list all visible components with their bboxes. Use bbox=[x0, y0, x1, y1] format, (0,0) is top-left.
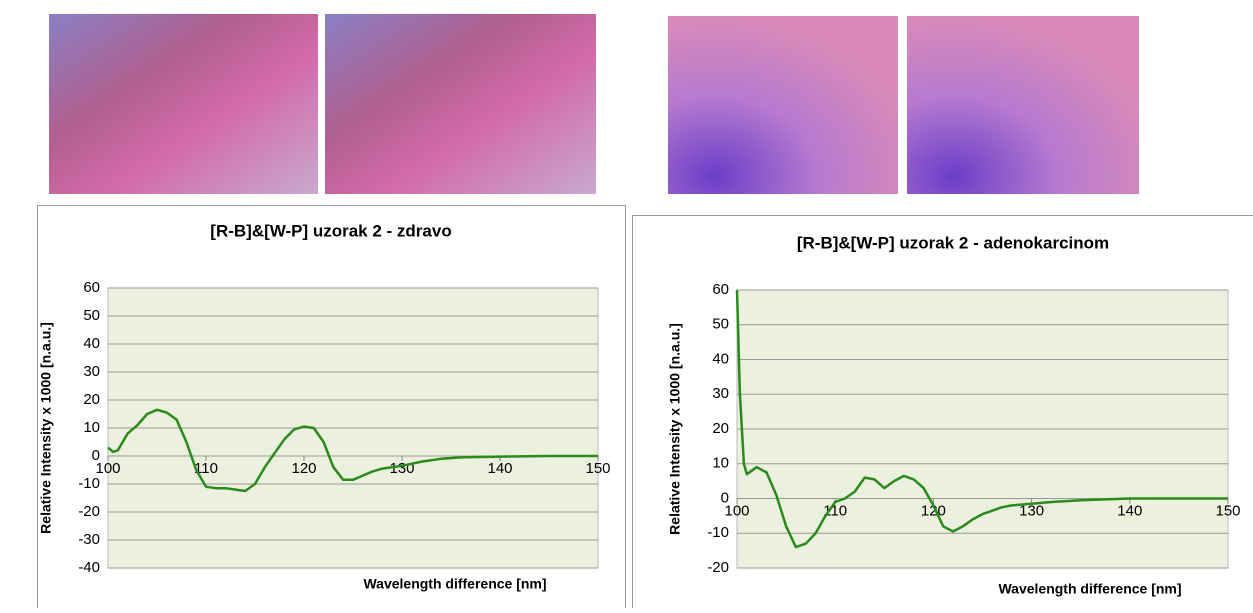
x-tick-label: 150 bbox=[585, 460, 610, 477]
y-tick-label: 30 bbox=[712, 385, 729, 402]
y-tick-label: -30 bbox=[78, 531, 100, 548]
x-axis-title: Wavelength difference [nm] bbox=[363, 576, 546, 592]
y-tick-label: 40 bbox=[83, 335, 100, 352]
y-tick-label: -10 bbox=[707, 524, 729, 541]
y-axis-title: Relative Intensity x 1000 [n.a.u.] bbox=[667, 323, 683, 535]
x-tick-label: 140 bbox=[487, 460, 512, 477]
x-tick-label: 110 bbox=[823, 502, 847, 519]
tissue-image bbox=[907, 16, 1139, 194]
y-tick-label: 20 bbox=[712, 420, 729, 437]
chart-title: [R-B]&[W-P] uzorak 2 - adenokarcinom bbox=[797, 233, 1109, 252]
tissue-image bbox=[49, 14, 318, 194]
y-tick-label: 40 bbox=[712, 350, 729, 367]
x-axis-title: Wavelength difference [nm] bbox=[998, 581, 1181, 597]
y-tick-label: -40 bbox=[78, 559, 100, 576]
x-tick-label: 100 bbox=[724, 502, 749, 519]
y-tick-label: 50 bbox=[712, 316, 729, 333]
tissue-image bbox=[325, 14, 596, 194]
y-tick-label: 60 bbox=[83, 279, 100, 296]
y-tick-label: -10 bbox=[78, 475, 100, 492]
x-tick-label: 120 bbox=[291, 460, 316, 477]
y-tick-label: 60 bbox=[712, 281, 729, 298]
y-tick-label: 50 bbox=[83, 307, 100, 324]
x-tick-label: 130 bbox=[389, 460, 414, 477]
chart-title: [R-B]&[W-P] uzorak 2 - zdravo bbox=[210, 221, 451, 240]
x-tick-label: 140 bbox=[1117, 502, 1142, 519]
y-axis-title: Relative Intensity x 1000 [n.a.u.] bbox=[38, 322, 54, 534]
tissue-image bbox=[668, 16, 898, 194]
y-tick-label: -20 bbox=[78, 503, 100, 520]
y-tick-label: 10 bbox=[712, 455, 729, 472]
y-tick-label: -20 bbox=[707, 559, 729, 576]
y-tick-label: 10 bbox=[83, 419, 100, 436]
y-tick-label: 30 bbox=[83, 363, 100, 380]
x-tick-label: 150 bbox=[1215, 502, 1240, 519]
y-tick-label: 20 bbox=[83, 391, 100, 408]
x-tick-label: 100 bbox=[95, 460, 120, 477]
